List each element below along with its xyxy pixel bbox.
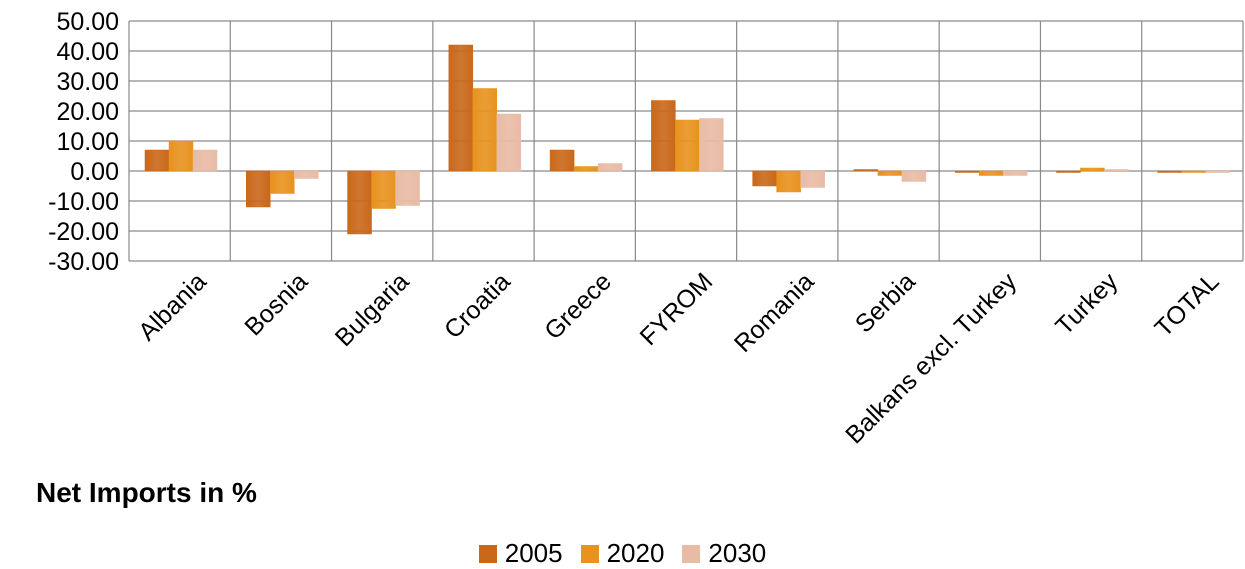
y-tick-label: -20.00 xyxy=(48,218,119,246)
y-tick-label: -30.00 xyxy=(48,248,119,276)
bar-2030-turkey xyxy=(1104,169,1129,172)
x-tick-label: Bulgaria xyxy=(330,267,415,352)
bar-2020-fyrom xyxy=(675,119,700,172)
bar-2030-total xyxy=(1205,170,1230,173)
bar-2005-turkey xyxy=(1056,170,1081,173)
bar-2020-greece xyxy=(573,166,599,172)
bar-2030-balkans-excl-turkey xyxy=(1002,170,1028,176)
bar-2020-turkey xyxy=(1080,167,1105,172)
x-tick-label: Bosnia xyxy=(239,267,313,341)
bar-2005-croatia xyxy=(448,44,474,172)
bar-2030-greece xyxy=(597,163,623,172)
y-tick-label: 10.00 xyxy=(56,128,119,156)
bar-2020-serbia xyxy=(877,170,903,176)
y-tick-label: 20.00 xyxy=(56,98,119,126)
bar-2005-albania xyxy=(144,149,170,172)
bar-2020-bosnia xyxy=(270,170,295,194)
x-tick-label: Greece xyxy=(539,267,617,345)
bar-chart: 50.0040.0030.0020.0010.000.00-10.00-20.0… xyxy=(48,8,1244,449)
bar-2020-romania xyxy=(776,170,801,193)
legend-label-2030: 2030 xyxy=(708,538,767,568)
x-tick-label: Croatia xyxy=(439,267,516,344)
legend-item-2005: 2005 xyxy=(478,538,563,569)
bar-2030-bosnia xyxy=(294,170,319,179)
bar-2005-romania xyxy=(752,170,777,187)
x-tick-label: TOTAL xyxy=(1149,267,1224,342)
bar-2020-croatia xyxy=(472,88,498,172)
x-tick-label: FYROM xyxy=(635,267,719,351)
x-tick-label: Romania xyxy=(729,267,820,358)
bar-2005-greece xyxy=(549,149,575,172)
bar-2030-serbia xyxy=(901,170,927,182)
bar-2005-balkans-excl-turkey xyxy=(954,170,980,173)
y-tick-label: 50.00 xyxy=(56,8,119,36)
bar-2020-albania xyxy=(168,140,194,172)
legend-item-2020: 2020 xyxy=(580,538,665,569)
legend-label-2020: 2020 xyxy=(606,538,665,568)
x-tick-label: Serbia xyxy=(850,267,921,338)
bar-2030-fyrom xyxy=(699,118,724,172)
legend-label-2005: 2005 xyxy=(504,538,563,568)
y-tick-label: 30.00 xyxy=(56,68,119,96)
bar-2020-balkans-excl-turkey xyxy=(978,170,1004,176)
legend-swatch-2020 xyxy=(580,544,599,563)
bar-2030-albania xyxy=(192,149,218,172)
bar-2030-croatia xyxy=(496,113,522,172)
legend-item-2030: 2030 xyxy=(682,538,766,569)
bar-2005-bosnia xyxy=(246,170,271,208)
bar-2005-total xyxy=(1157,170,1182,173)
bar-2030-bulgaria xyxy=(395,170,420,206)
bar-2005-fyrom xyxy=(651,100,676,172)
legend-swatch-2005 xyxy=(478,544,497,563)
bar-2005-bulgaria xyxy=(347,170,372,235)
legend: 2005 2020 2030 xyxy=(0,538,1245,569)
bar-2020-bulgaria xyxy=(371,170,396,209)
legend-swatch-2030 xyxy=(682,544,701,563)
x-tick-label: Turkey xyxy=(1050,267,1124,341)
x-tick-label: Albania xyxy=(133,267,212,346)
y-tick-label: 0.00 xyxy=(70,158,119,186)
y-tick-label: -10.00 xyxy=(48,188,119,216)
bar-2005-serbia xyxy=(853,169,879,172)
bar-2020-total xyxy=(1181,170,1206,173)
y-tick-label: 40.00 xyxy=(56,38,119,66)
chart-title: Net Imports in % xyxy=(36,477,257,508)
x-tick-label: Balkans excl. Turkey xyxy=(840,267,1022,449)
bar-2030-romania xyxy=(800,170,825,188)
